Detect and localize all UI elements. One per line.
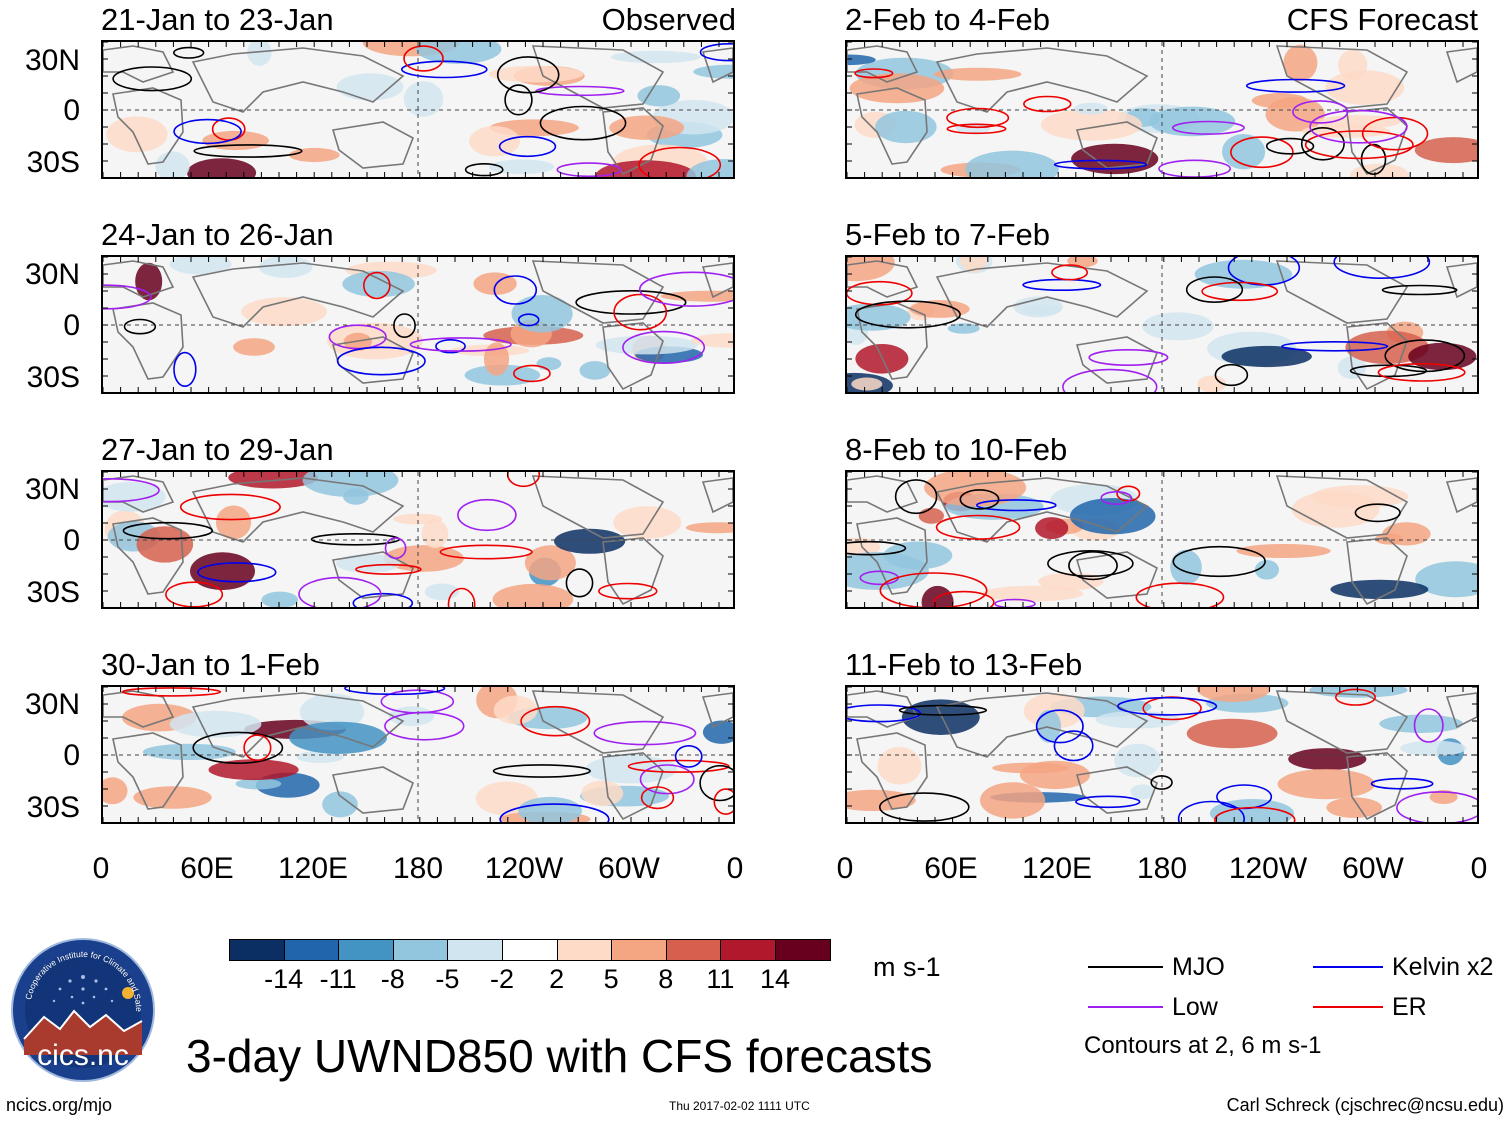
colorbar-units: m s-1 (873, 952, 941, 982)
panel-title-1: 21-Jan to 23-Jan (101, 2, 334, 37)
colorbar-cell-9 (720, 939, 776, 961)
map-field-8 (847, 687, 1477, 822)
y-label-30n-row3: 30N (24, 473, 80, 506)
legend-line-low (1088, 1006, 1163, 1008)
footer-credit: Carl Schreck (cjschrec@ncsu.edu) (1226, 1095, 1504, 1115)
y-label-30s-row2: 30S (26, 361, 80, 394)
x-label-right-60w: 60W (1342, 852, 1404, 885)
map-field-6 (847, 472, 1477, 607)
colorbar-label-1: -11 (319, 964, 357, 994)
map-field-7 (103, 687, 733, 822)
y-label-30s-row1: 30S (26, 146, 80, 179)
map-panel-4 (845, 255, 1479, 394)
colorbar-cell-7 (611, 939, 667, 961)
map-panel-1 (101, 40, 735, 179)
x-label-right-0-end: 0 (1470, 852, 1488, 885)
map-panel-6 (845, 470, 1479, 609)
legend-line-mjo (1088, 966, 1163, 968)
colorbar-label-8: 11 (706, 964, 735, 994)
panel-title-4: 5-Feb to 7-Feb (845, 217, 1051, 252)
colorbar-label-9: 14 (759, 964, 791, 994)
map-panel-5 (101, 470, 735, 609)
x-label-left-60e: 60E (180, 852, 234, 885)
x-label-right-0: 0 (836, 852, 854, 885)
colorbar-cell-2 (338, 939, 394, 961)
x-label-left-120w: 120W (484, 852, 564, 885)
footer-timestamp: Thu 2017-02-02 1111 UTC (669, 1099, 810, 1113)
panel-title-7: 30-Jan to 1-Feb (101, 647, 320, 682)
x-label-left-0-end: 0 (726, 852, 744, 885)
legend-label-kelvin: Kelvin x2 (1392, 953, 1494, 981)
colorbar-label-4: -2 (489, 964, 514, 994)
y-label-0-row2: 0 (63, 309, 80, 342)
legend-line-er (1313, 1006, 1383, 1008)
map-field-3 (103, 257, 733, 392)
map-field-4 (847, 257, 1477, 392)
colorbar-label-2: -8 (380, 964, 405, 994)
panel-title-2: 2-Feb to 4-Feb (845, 2, 1051, 37)
panel-title-6: 8-Feb to 10-Feb (845, 432, 1068, 467)
map-panel-2 (845, 40, 1479, 179)
colorbar-cell-5 (502, 939, 558, 961)
colorbar-cell-10 (775, 939, 831, 961)
x-label-right-180: 180 (1136, 852, 1188, 885)
x-label-right-120e: 120E (1021, 852, 1093, 885)
map-field-2 (847, 42, 1477, 177)
map-field-1 (103, 42, 733, 177)
legend-label-er: ER (1392, 993, 1427, 1021)
panel-title-5: 27-Jan to 29-Jan (101, 432, 334, 467)
y-label-30n-row4: 30N (24, 688, 80, 721)
colorbar-cell-0 (229, 939, 285, 961)
x-label-right-120w: 120W (1228, 852, 1308, 885)
y-label-0-row4: 0 (63, 739, 80, 772)
x-label-right-60e: 60E (924, 852, 978, 885)
x-label-left-120e: 120E (277, 852, 349, 885)
colorbar-cell-3 (392, 939, 449, 961)
logo-text: cics.nc (37, 1039, 129, 1072)
colorbar-cell-8 (665, 939, 722, 961)
y-label-30n-row2: 30N (24, 258, 80, 291)
x-label-left-60w: 60W (598, 852, 660, 885)
legend-contour-note: Contours at 2, 6 m s-1 (1084, 1032, 1322, 1059)
map-panel-8 (845, 685, 1479, 824)
y-label-30n-row1: 30N (24, 44, 80, 77)
legend-label-low: Low (1172, 993, 1218, 1021)
cics-logo: cics.nc Cooperative Institute for Climat… (8, 929, 156, 1083)
map-field-5 (103, 472, 733, 607)
map-panel-7 (101, 685, 735, 824)
y-label-30s-row3: 30S (26, 576, 80, 609)
y-label-30s-row4: 30S (26, 791, 80, 824)
map-panel-3 (101, 255, 735, 394)
colorbar-cell-6 (556, 939, 613, 961)
colorbar-label-0: -14 (264, 964, 304, 994)
panel-tag-forecast: CFS Forecast (1286, 2, 1478, 37)
colorbar-cell-1 (283, 939, 340, 961)
colorbar-label-3: -5 (435, 964, 460, 994)
legend-label-mjo: MJO (1172, 953, 1225, 981)
panel-tag-observed: Observed (601, 2, 736, 37)
colorbar-label-6: 5 (603, 964, 619, 994)
main-title: 3-day UWND850 with CFS forecasts (186, 1030, 933, 1082)
colorbar-cell-4 (447, 939, 503, 961)
footer-url[interactable]: ncics.org/mjo (6, 1095, 113, 1115)
colorbar-label-7: 8 (658, 964, 674, 994)
panel-title-3: 24-Jan to 26-Jan (101, 217, 334, 252)
legend-line-kelvin (1313, 966, 1383, 968)
colorbar-label-5: 2 (549, 964, 565, 994)
panel-title-8: 11-Feb to 13-Feb (845, 647, 1083, 682)
y-label-0-row1: 0 (63, 94, 80, 127)
y-label-0-row3: 0 (63, 524, 80, 557)
x-label-left-180: 180 (392, 852, 444, 885)
x-label-left-0: 0 (92, 852, 110, 885)
